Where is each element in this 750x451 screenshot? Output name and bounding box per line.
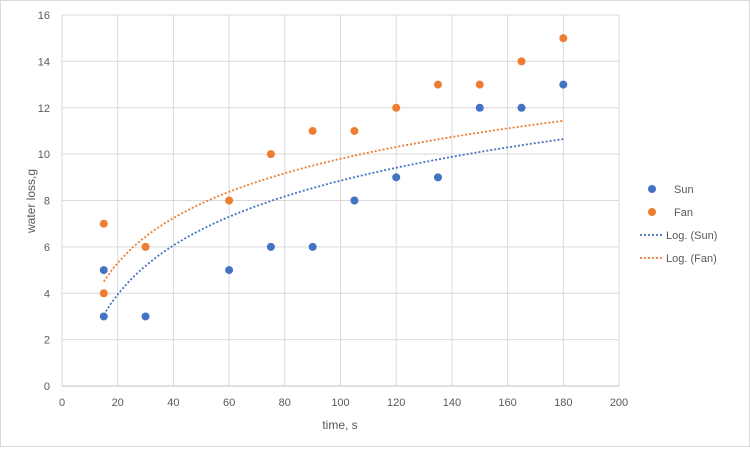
legend-marker [648,185,656,193]
y-tick-label: 2 [44,335,50,347]
data-point-sun [559,80,568,89]
legend-label: Log. (Sun) [666,230,717,242]
x-tick-label: 140 [443,397,461,409]
legend: Sun Fan Log. (Sun) Log. (Fan) [640,184,717,265]
x-tick-label: 40 [167,397,179,409]
y-tick-label: 6 [44,242,50,254]
data-point-sun [392,173,401,182]
y-tick-label: 8 [44,196,50,208]
data-point-sun [99,312,108,321]
data-point-fan [350,126,359,135]
data-point-fan [225,196,234,205]
data-point-fan [266,150,275,159]
data-point-sun [517,103,526,112]
trendlines [103,119,564,316]
y-axis-title: water loss,g [24,169,38,234]
axes [61,15,619,387]
x-axis-title: time, s [322,418,357,432]
data-point-sun [350,196,359,205]
x-tick-label: 60 [223,397,235,409]
y-tick-label: 4 [44,288,50,300]
x-tick-label: 200 [610,397,628,409]
y-tick-label: 10 [38,149,50,161]
legend-marker [648,208,656,216]
data-point-fan [308,126,317,135]
data-point-fan [99,219,108,228]
data-point-sun [475,103,484,112]
data-point-sun [141,312,150,321]
data-point-fan [475,80,484,89]
x-tick-label: 80 [279,397,291,409]
data-point-fan [433,80,442,89]
x-tick-label: 180 [554,397,572,409]
data-point-fan [517,57,526,66]
x-tick-label: 20 [112,397,124,409]
data-point-fan [392,103,401,112]
data-point-sun [433,173,442,182]
x-tick-label: 120 [387,397,405,409]
y-tick-label: 16 [38,10,50,22]
data-point-fan [559,34,568,43]
legend-label: Sun [674,184,694,196]
y-tick-label: 12 [38,103,50,115]
y-tick-label: 14 [38,56,50,68]
tick-labels: 0 20 40 60 80 100 120 140 160 180 200 0 2 4 6 8 10 12 14 16 [38,10,628,409]
trendline-log-sun [103,138,564,316]
legend-label: Fan [674,207,693,219]
x-tick-label: 160 [498,397,516,409]
x-tick-label: 100 [331,397,349,409]
x-tick-label: 0 [59,397,65,409]
data-point-fan [141,242,150,251]
data-point-fan [99,289,108,298]
data-point-sun [308,242,317,251]
data-point-sun [99,266,108,275]
data-point-sun [266,242,275,251]
trendline-log-fan [103,119,564,283]
legend-label: Log. (Fan) [666,253,717,265]
gridlines [62,14,620,386]
data-point-sun [225,266,234,275]
data-points [99,34,568,321]
y-tick-label: 0 [44,381,50,393]
